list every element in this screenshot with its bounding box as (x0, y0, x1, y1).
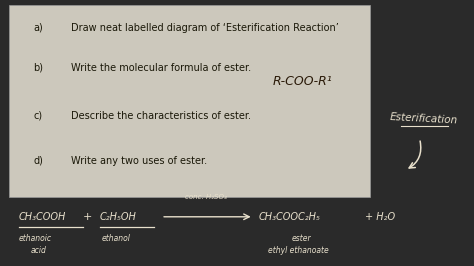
Text: d): d) (33, 156, 43, 166)
Text: a): a) (33, 23, 43, 33)
Text: +: + (83, 212, 92, 222)
Text: C₂H₅OH: C₂H₅OH (100, 212, 137, 222)
Text: CH₃COOC₂H₅: CH₃COOC₂H₅ (258, 212, 320, 222)
Text: ester: ester (292, 234, 311, 243)
Text: Draw neat labelled diagram of ‘Esterification Reaction’: Draw neat labelled diagram of ‘Esterific… (71, 23, 339, 33)
Text: acid: acid (31, 246, 46, 255)
FancyBboxPatch shape (9, 5, 370, 197)
Text: R-COO-R¹: R-COO-R¹ (273, 75, 332, 88)
Text: c): c) (33, 111, 42, 121)
Text: Describe the characteristics of ester.: Describe the characteristics of ester. (71, 111, 251, 121)
Text: Esterification: Esterification (390, 112, 458, 125)
Text: + H₂O: + H₂O (365, 212, 395, 222)
Text: ethanoic: ethanoic (19, 234, 52, 243)
Text: conc. H₂SO₄: conc. H₂SO₄ (185, 194, 227, 200)
Text: ethyl ethanoate: ethyl ethanoate (268, 246, 328, 255)
Text: b): b) (33, 63, 43, 73)
Text: CH₃COOH: CH₃COOH (19, 212, 66, 222)
Text: ethanol: ethanol (102, 234, 131, 243)
Text: Write any two uses of ester.: Write any two uses of ester. (71, 156, 207, 166)
Text: Write the molecular formula of ester.: Write the molecular formula of ester. (71, 63, 251, 73)
